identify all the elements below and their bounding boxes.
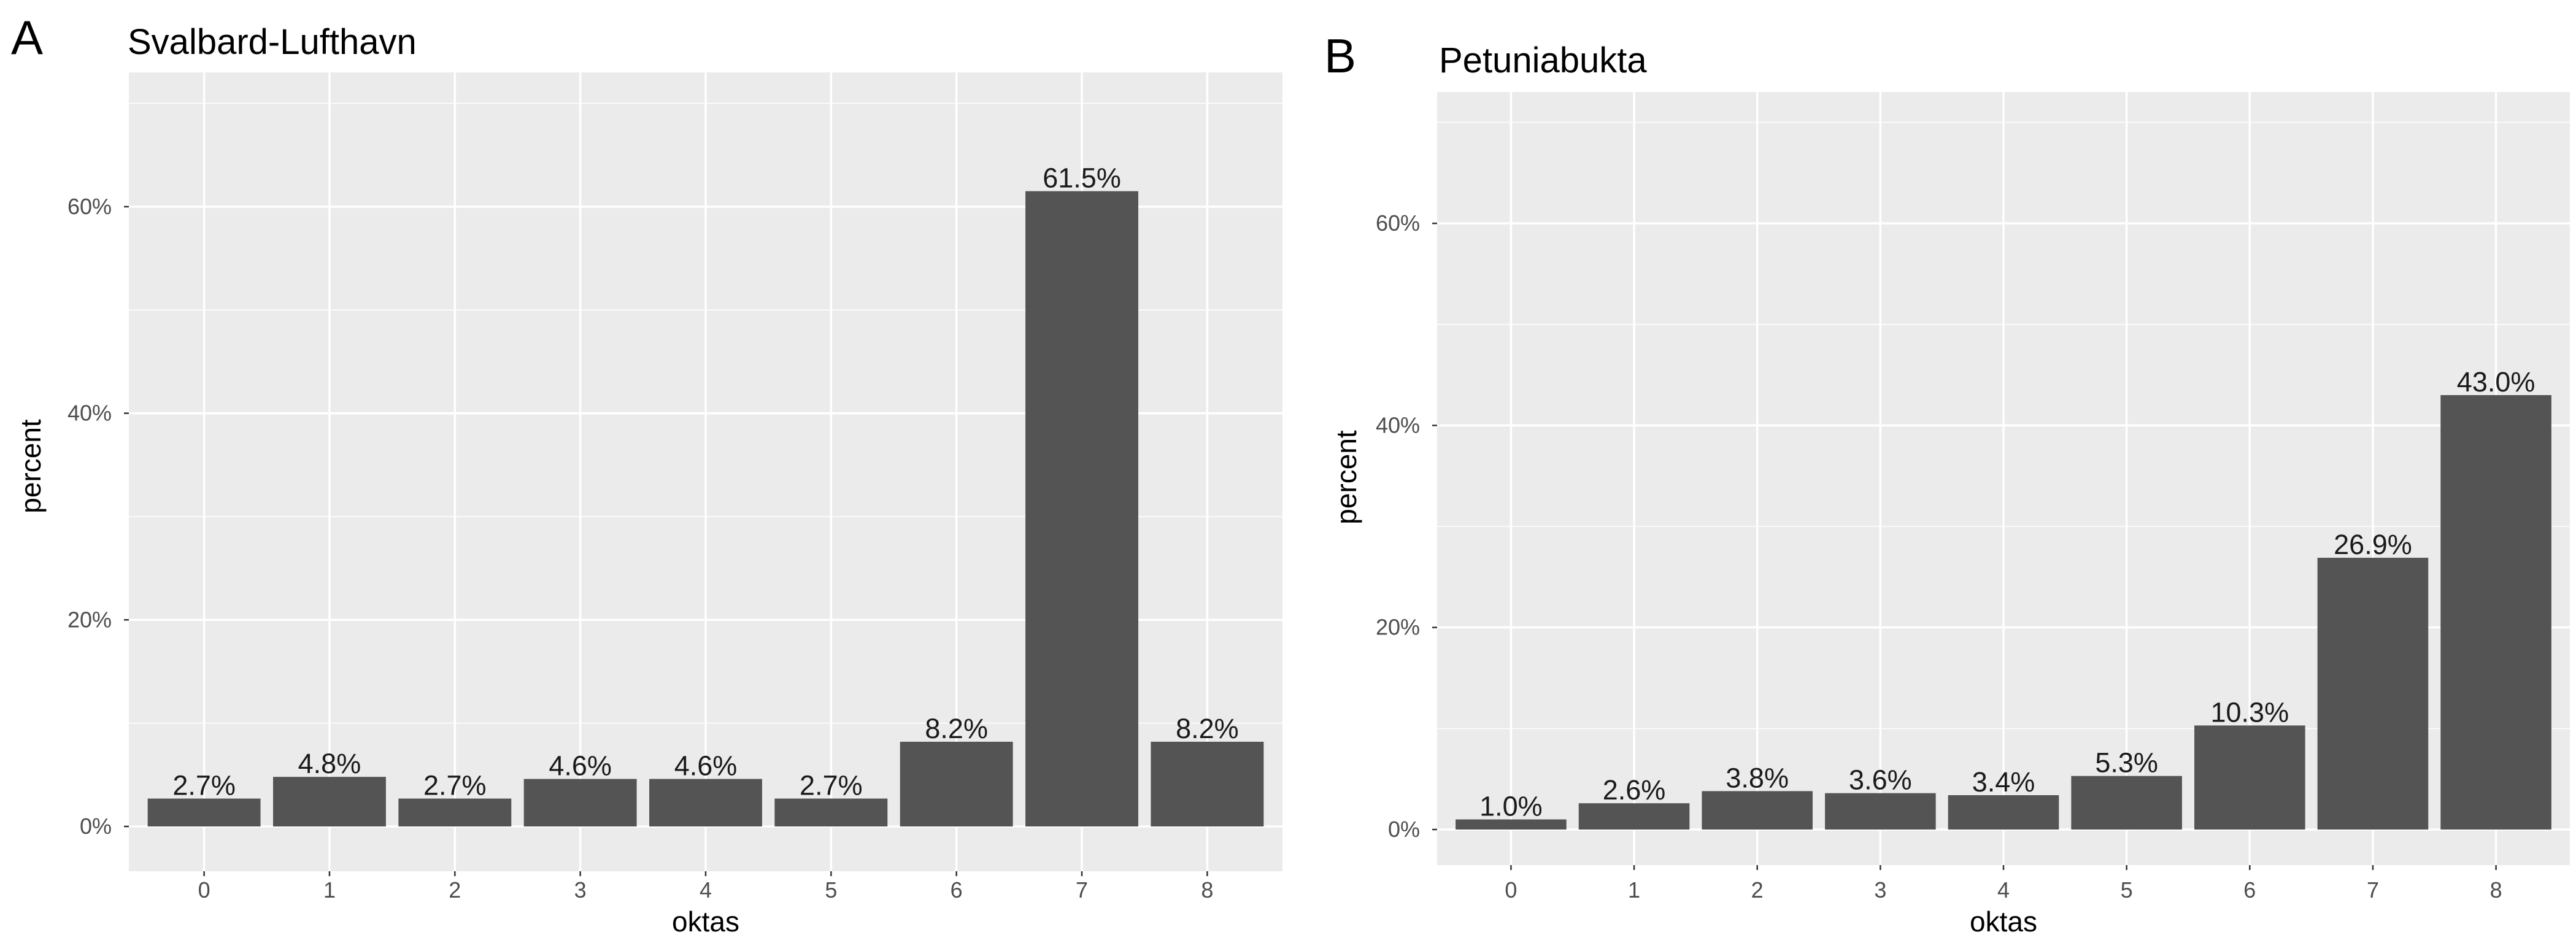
- y-tick-label: 20%: [67, 607, 112, 632]
- bar: [2317, 558, 2429, 830]
- bar: [523, 779, 637, 826]
- panel-a-bars: 2.7% 4.8% 2.7% 4.6% 4.6% 2.7% 8.2% 61.5% 8.2%: [147, 163, 1264, 826]
- bar-data-label: 3.6%: [1849, 764, 1912, 796]
- x-tick-label: 3: [574, 877, 587, 903]
- x-tick-label: 4: [700, 877, 712, 903]
- x-tick-label: 5: [2121, 877, 2133, 903]
- bar: [2194, 725, 2305, 830]
- panel-a: A Svalbard-Lufthavn 2.7% 4.8% 2.7% 4.6% 4.6%…: [11, 10, 1282, 938]
- bar-data-label: 3.8%: [1726, 762, 1789, 793]
- bar-data-label: 2.7%: [800, 770, 863, 801]
- x-tick-label: 5: [825, 877, 837, 903]
- x-tick-label: 1: [1628, 877, 1640, 903]
- y-tick-label: 60%: [67, 194, 112, 219]
- panel-b-x-ticks: 0 1 2 3 4 5 6 7 8: [1505, 865, 2502, 903]
- bar: [1456, 819, 1567, 830]
- panel-a-title: Svalbard-Lufthavn: [128, 22, 417, 62]
- bar: [2440, 395, 2551, 830]
- bar: [649, 779, 762, 826]
- panel-a-x-axis-label: oktas: [672, 906, 739, 938]
- bar: [1948, 795, 2059, 830]
- bar-data-label: 8.2%: [925, 713, 988, 744]
- y-tick-label: 40%: [67, 401, 112, 426]
- panel-b-title: Petuniabukta: [1439, 40, 1647, 80]
- x-tick-label: 7: [1076, 877, 1088, 903]
- bar: [2071, 776, 2182, 830]
- panel-a-y-ticks: 0% 20% 40% 60%: [67, 194, 129, 839]
- panel-a-y-axis-label: percent: [15, 419, 47, 514]
- x-tick-label: 0: [1505, 877, 1517, 903]
- bar-data-label: 5.3%: [2095, 747, 2158, 779]
- panel-b-bars: 1.0% 2.6% 3.8% 3.6% 3.4% 5.3% 10.3% 26.9% 43.0%: [1456, 366, 2551, 830]
- bar: [1702, 791, 1813, 830]
- panel-a-gridlines: [129, 72, 1282, 871]
- bar-data-label: 8.2%: [1176, 713, 1239, 744]
- y-tick-label: 0%: [80, 814, 112, 839]
- x-tick-label: 6: [2243, 877, 2256, 903]
- panel-b-x-axis-label: oktas: [1970, 906, 2037, 938]
- x-tick-label: 1: [323, 877, 336, 903]
- x-tick-label: 2: [449, 877, 461, 903]
- bar: [900, 741, 1013, 826]
- bar: [1025, 191, 1138, 826]
- x-tick-label: 8: [2490, 877, 2502, 903]
- x-tick-label: 2: [1751, 877, 1764, 903]
- x-tick-label: 3: [1874, 877, 1886, 903]
- x-tick-label: 7: [2367, 877, 2379, 903]
- y-tick-label: 60%: [1376, 210, 1420, 236]
- bar: [1578, 803, 1690, 830]
- panel-a-letter: A: [11, 10, 43, 64]
- bar-data-label: 10.3%: [2210, 696, 2289, 728]
- bar: [398, 798, 512, 826]
- bar-data-label: 3.4%: [1972, 766, 2035, 798]
- panel-b-y-axis-label: percent: [1330, 430, 1362, 525]
- bar-data-label: 4.6%: [549, 750, 612, 782]
- bar-data-label: 61.5%: [1043, 163, 1121, 194]
- bar-data-label: 2.6%: [1603, 774, 1666, 806]
- y-tick-label: 40%: [1376, 412, 1420, 437]
- x-tick-label: 8: [1201, 877, 1213, 903]
- x-tick-label: 4: [1997, 877, 2010, 903]
- bar-data-label: 2.7%: [172, 770, 236, 801]
- y-tick-label: 0%: [1388, 817, 1420, 842]
- bar-data-label: 4.6%: [674, 750, 738, 782]
- bar: [273, 777, 386, 826]
- bar-data-label: 4.8%: [298, 748, 361, 779]
- bar-data-label: 43.0%: [2457, 366, 2536, 398]
- panel-b: B Petuniabukta 1.0%2.6% 3.8% 3.6% 3.4%5.3%1…: [1324, 29, 2570, 938]
- bar-data-label: 2.7%: [423, 770, 487, 801]
- panel-b-letter: B: [1324, 29, 1356, 83]
- bar: [1825, 793, 1936, 830]
- x-tick-label: 6: [951, 877, 963, 903]
- bar: [774, 798, 888, 826]
- panel-a-x-ticks: 0 1 2 3 4 5 6 7 8: [198, 871, 1213, 903]
- bar: [147, 798, 261, 826]
- bar-data-label: 1.0%: [1479, 791, 1543, 822]
- x-tick-label: 0: [198, 877, 210, 903]
- panel-b-y-ticks: 0% 20% 40% 60%: [1376, 210, 1437, 842]
- y-tick-label: 20%: [1376, 615, 1420, 640]
- bar-data-label: 26.9%: [2334, 529, 2412, 560]
- bar: [1151, 741, 1264, 826]
